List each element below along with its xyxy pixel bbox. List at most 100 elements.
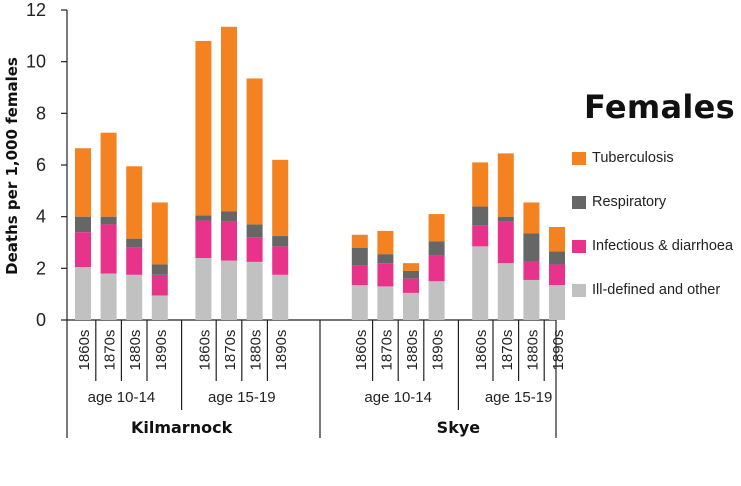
bar-segment-infectious-diarrhoea	[100, 224, 117, 274]
bars	[75, 26, 565, 320]
bar-segment-infectious-diarrhoea	[472, 225, 489, 247]
bar-segment-tuberculosis	[272, 159, 289, 237]
legend-item: Ill-defined and other	[572, 282, 720, 298]
bar-segment-tuberculosis	[472, 162, 489, 207]
bar-segment-infectious-diarrhoea	[272, 246, 289, 275]
y-tick-label: 10	[26, 52, 46, 72]
group-label: age 10-14	[364, 389, 432, 406]
x-tick-label: 1880s	[524, 330, 541, 371]
legend-swatch	[572, 239, 586, 253]
x-tick-label: 1880s	[248, 330, 265, 371]
bar-segment-ill-defined-and-other	[272, 274, 289, 320]
bar-segment-tuberculosis	[377, 230, 394, 255]
bar-segment-respiratory	[100, 216, 117, 225]
bar-segment-infectious-diarrhoea	[246, 237, 263, 262]
bar-segment-tuberculosis	[428, 214, 445, 242]
bar-segment-tuberculosis	[75, 148, 91, 217]
legend-swatch	[572, 151, 586, 165]
bar-segment-respiratory	[497, 216, 514, 222]
x-tick-label: 1860s	[196, 330, 213, 371]
bar-segment-tuberculosis	[497, 153, 514, 217]
bar-segment-ill-defined-and-other	[523, 279, 540, 320]
bar-segment-respiratory	[272, 236, 289, 247]
y-axis-label: Deaths per 1,000 females	[3, 57, 21, 275]
x-tick-label: 1860s	[353, 330, 370, 371]
bar-segment-respiratory	[221, 211, 237, 222]
bar-segment-tuberculosis	[246, 78, 263, 225]
x-tick-label: 1880s	[127, 330, 144, 371]
bar-segment-ill-defined-and-other	[351, 285, 368, 320]
bar-segment-tuberculosis	[126, 166, 143, 239]
bar-segment-tuberculosis	[151, 202, 168, 265]
x-tick-label: 1870s	[499, 330, 516, 371]
x-tick-label: 1890s	[153, 330, 170, 371]
bar-segment-tuberculosis	[195, 41, 212, 216]
bar-segment-tuberculosis	[523, 202, 540, 234]
bar-segment-respiratory	[428, 241, 445, 256]
bar-segment-ill-defined-and-other	[195, 258, 212, 320]
bar-segment-respiratory	[126, 238, 143, 248]
supergroup-label: Skye	[437, 418, 481, 437]
bar-segment-infectious-diarrhoea	[549, 264, 565, 286]
x-tick-label: 1860s	[473, 330, 490, 371]
bar-segment-infectious-diarrhoea	[497, 221, 514, 264]
bar-segment-infectious-diarrhoea	[221, 221, 237, 261]
bar-segment-respiratory	[151, 264, 168, 275]
bar-segment-infectious-diarrhoea	[403, 278, 419, 293]
x-tick-label: 1890s	[550, 330, 567, 371]
legend-item: Respiratory	[572, 194, 666, 210]
bar-segment-ill-defined-and-other	[472, 246, 489, 320]
x-tick-label: 1870s	[102, 330, 119, 371]
bar-segment-ill-defined-and-other	[221, 260, 237, 320]
bar-segment-ill-defined-and-other	[497, 263, 514, 320]
bar-segment-ill-defined-and-other	[151, 295, 168, 320]
bar-segment-ill-defined-and-other	[549, 285, 565, 320]
y-tick-label: 0	[36, 310, 46, 330]
group-label: age 15-19	[208, 389, 276, 406]
bar-segment-respiratory	[523, 233, 540, 262]
bar-segment-respiratory	[377, 254, 394, 264]
bar-segment-tuberculosis	[221, 26, 237, 212]
legend-title: Females	[584, 88, 736, 126]
bar-segment-infectious-diarrhoea	[75, 232, 91, 268]
legend-label: Tuberculosis	[592, 150, 674, 166]
legend-label: Infectious & diarrhoea	[592, 238, 734, 254]
bar-segment-respiratory	[351, 247, 368, 266]
legend: Females Tuberculosis Respiratory Infectiou…	[560, 88, 741, 298]
bar-segment-infectious-diarrhoea	[377, 263, 394, 287]
bar-segment-tuberculosis	[549, 227, 565, 252]
bar-segment-respiratory	[75, 216, 91, 233]
x-tick-label: 1870s	[378, 330, 395, 371]
axes: 0 2 4 6 8 10 12	[26, 0, 556, 330]
x-tick-label: 1880s	[404, 330, 421, 371]
bar-segment-ill-defined-and-other	[246, 261, 263, 320]
legend-label: Ill-defined and other	[592, 282, 721, 298]
legend-item: Infectious & diarrhoea	[572, 238, 733, 254]
x-tick-label: 1860s	[76, 330, 93, 371]
y-tick-label: 4	[36, 207, 46, 227]
legend-swatch	[572, 195, 586, 209]
group-label: age 10-14	[88, 389, 156, 406]
y-tick-label: 6	[36, 155, 46, 175]
bar-segment-ill-defined-and-other	[100, 273, 117, 320]
legend-label: Respiratory	[592, 194, 667, 210]
bar-segment-infectious-diarrhoea	[523, 261, 540, 280]
bar-segment-ill-defined-and-other	[126, 274, 143, 320]
bar-segment-infectious-diarrhoea	[428, 255, 445, 282]
y-tick-label: 8	[36, 103, 46, 123]
bar-segment-infectious-diarrhoea	[351, 265, 368, 286]
bar-segment-respiratory	[195, 215, 212, 221]
x-axis-labels: 1860s 1870s 1880s 1890s 1860s 1870s 1880s 1890s…	[66, 320, 567, 438]
bar-segment-respiratory	[549, 251, 565, 265]
supergroup-label: Kilmarnock	[131, 418, 233, 437]
bar-segment-respiratory	[472, 206, 489, 226]
y-tick-label: 2	[36, 258, 46, 278]
bar-segment-tuberculosis	[351, 234, 368, 248]
bar-segment-tuberculosis	[403, 263, 419, 271]
bar-segment-ill-defined-and-other	[377, 286, 394, 320]
legend-swatch	[572, 283, 586, 297]
x-tick-label: 1890s	[273, 330, 290, 371]
bar-segment-respiratory	[246, 224, 263, 238]
bar-segment-infectious-diarrhoea	[126, 247, 143, 275]
